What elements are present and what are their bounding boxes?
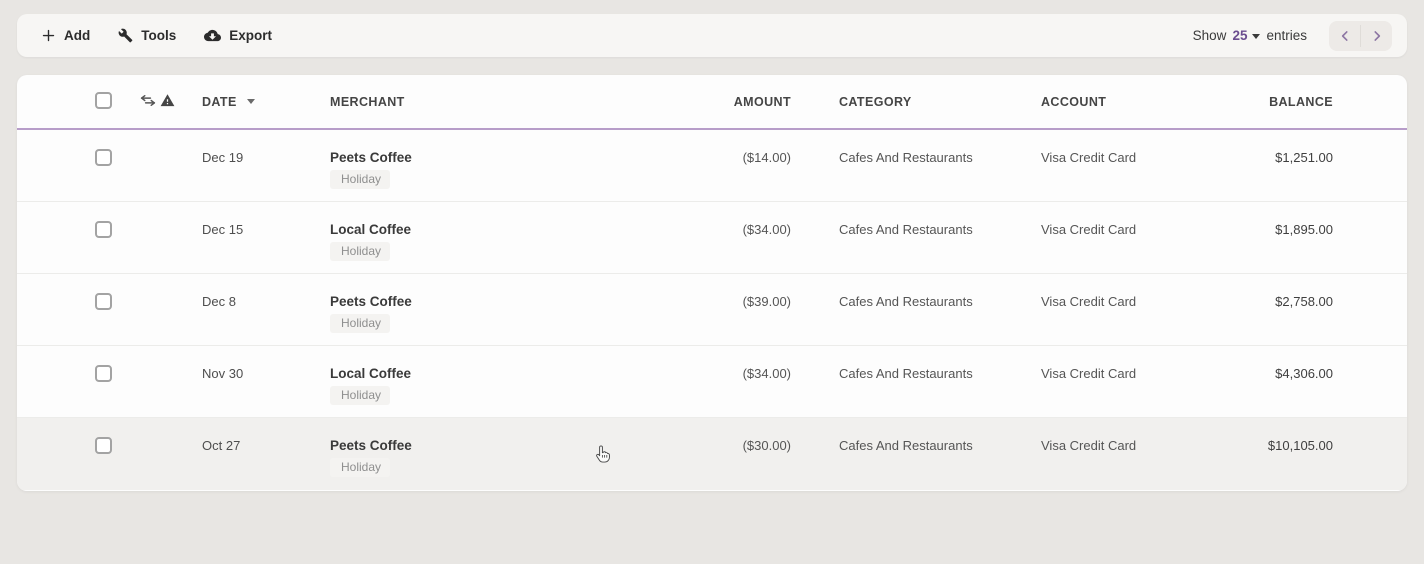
transaction-balance: $4,306.00 [1275,366,1333,381]
toolbar-pagination-area: Show 25 entries [1193,20,1392,51]
toolbar-actions: Add Tools Export [41,27,272,44]
transaction-amount: ($30.00) [742,438,791,453]
transaction-amount: ($34.00) [742,366,791,381]
category-tag[interactable]: Holiday [330,170,391,189]
transaction-account[interactable]: Visa Credit Card [1041,294,1137,309]
chevron-down-icon [1252,34,1261,39]
column-header-balance[interactable]: BALANCE [1269,94,1333,109]
column-header-date-label: DATE [202,94,237,109]
pagination [1329,20,1392,51]
transaction-amount: ($39.00) [742,294,791,309]
table-body: Dec 19 Peets Coffee Holiday ($14.00) Caf… [17,130,1407,490]
transaction-category[interactable]: Cafes And Restaurants [839,366,973,381]
export-button[interactable]: Export [204,27,272,44]
transaction-date: Dec 8 [202,294,236,309]
transaction-balance: $10,105.00 [1267,438,1333,453]
transaction-balance: $1,895.00 [1275,222,1333,237]
next-page-button[interactable] [1361,21,1392,51]
transfer-arrows-icon [140,94,156,110]
row-checkbox[interactable] [95,437,112,454]
category-tag[interactable]: Holiday [330,458,391,477]
category-tag[interactable]: Holiday [330,242,391,261]
transaction-balance: $1,251.00 [1275,150,1333,165]
category-tag[interactable]: Holiday [330,386,391,405]
column-header-amount[interactable]: AMOUNT [733,94,791,109]
category-tag[interactable]: Holiday [330,314,391,333]
prev-page-button[interactable] [1329,21,1360,51]
transaction-amount: ($34.00) [742,222,791,237]
add-button[interactable]: Add [41,28,90,43]
column-header-category[interactable]: CATEGORY [839,94,912,109]
chevron-left-icon [1341,30,1348,41]
transaction-category[interactable]: Cafes And Restaurants [839,294,973,309]
transaction-amount: ($14.00) [742,150,791,165]
tools-label: Tools [141,28,177,43]
entries-label: entries [1266,28,1307,43]
transaction-category[interactable]: Cafes And Restaurants [839,222,973,237]
table-row[interactable]: Dec 19 Peets Coffee Holiday ($14.00) Caf… [17,130,1407,202]
page-size-value: 25 [1232,28,1248,43]
plus-icon [41,28,56,43]
transaction-category[interactable]: Cafes And Restaurants [839,150,973,165]
merchant-name[interactable]: Local Coffee [330,366,412,381]
transaction-account[interactable]: Visa Credit Card [1041,366,1137,381]
row-checkbox[interactable] [95,293,112,310]
row-checkbox[interactable] [95,221,112,238]
table-header: DATE MERCHANT AMOUNT CATEGORY ACCOUNT BA… [17,75,1407,130]
chevron-right-icon [1373,30,1380,41]
tools-button[interactable]: Tools [118,28,176,43]
select-all-checkbox[interactable] [95,91,112,109]
table-row[interactable]: Oct 27 Peets Coffee Holiday ($30.00) Caf… [17,418,1407,490]
table-row[interactable]: Nov 30 Local Coffee Holiday ($34.00) Caf… [17,346,1407,418]
transaction-category[interactable]: Cafes And Restaurants [839,438,973,453]
transaction-date: Nov 30 [202,366,244,381]
transaction-date: Dec 19 [202,150,244,165]
row-checkbox[interactable] [95,149,112,166]
table-row[interactable]: Dec 8 Peets Coffee Holiday ($39.00) Cafe… [17,274,1407,346]
row-checkbox[interactable] [95,365,112,382]
transaction-balance: $2,758.00 [1275,294,1333,309]
warning-triangle-icon [160,93,175,111]
add-label: Add [64,28,91,43]
cloud-download-icon [204,27,222,44]
merchant-name[interactable]: Peets Coffee [330,438,412,453]
merchant-name[interactable]: Peets Coffee [330,294,412,309]
transaction-account[interactable]: Visa Credit Card [1041,150,1137,165]
merchant-name[interactable]: Peets Coffee [330,150,412,165]
pager-divider [1360,24,1361,47]
transaction-date: Oct 27 [202,438,241,453]
transaction-date: Dec 15 [202,222,244,237]
column-header-merchant[interactable]: MERCHANT [330,94,405,109]
show-entries-control: Show 25 entries [1193,28,1307,43]
column-header-account[interactable]: ACCOUNT [1041,94,1107,109]
page-size-dropdown[interactable]: 25 [1232,28,1261,43]
sort-caret-icon [246,99,255,104]
transaction-account[interactable]: Visa Credit Card [1041,222,1137,237]
merchant-name[interactable]: Local Coffee [330,222,412,237]
transaction-account[interactable]: Visa Credit Card [1041,438,1137,453]
table-row[interactable]: Dec 15 Local Coffee Holiday ($34.00) Caf… [17,202,1407,274]
wrench-icon [118,28,133,43]
transactions-table: DATE MERCHANT AMOUNT CATEGORY ACCOUNT BA… [17,75,1407,491]
column-header-date[interactable]: DATE [185,95,317,109]
toolbar: Add Tools Export Show 25 entries [17,14,1407,57]
show-label: Show [1192,28,1227,43]
export-label: Export [229,28,273,43]
